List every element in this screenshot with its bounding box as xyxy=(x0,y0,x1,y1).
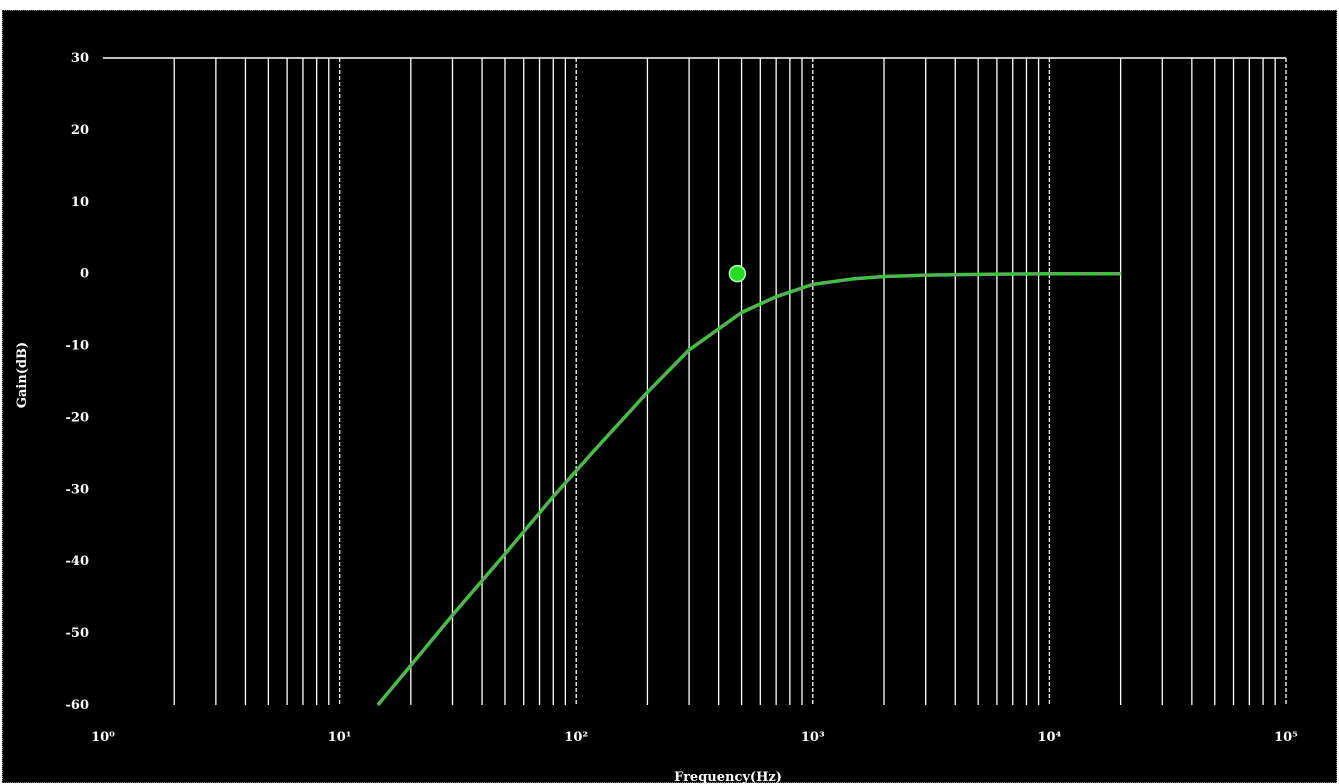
x-tick-label: 10⁰ xyxy=(91,730,115,745)
marker-layer xyxy=(728,264,747,283)
bode-gain-chart: 30 20 10 0 -10 -20 -30 -40 -50 -60 10⁰ 10¹ 10² 10³ 10⁴… xyxy=(15,51,1299,784)
x-tick-label: 10³ xyxy=(801,730,825,745)
y-tick-label: -20 xyxy=(66,410,90,425)
y-tick-label: 20 xyxy=(71,123,89,138)
y-tick-label: -50 xyxy=(66,626,90,641)
y-tick-label: -40 xyxy=(66,554,90,569)
x-tick-label: 10⁵ xyxy=(1274,730,1298,745)
x-tick-label: 10² xyxy=(564,730,588,745)
y-axis-title: Gain(dB) xyxy=(15,342,30,408)
series-layer xyxy=(376,271,1121,707)
y-tick-label: 10 xyxy=(71,195,89,210)
tick-labels: 30 20 10 0 -10 -20 -30 -40 -50 -60 10⁰ 10¹ 10² 10³ 10⁴… xyxy=(66,51,1299,745)
y-tick-label: -60 xyxy=(66,698,90,713)
x-tick-label: 10¹ xyxy=(328,730,352,745)
x-axis-title: Frequency(Hz) xyxy=(674,770,782,784)
grid-layer xyxy=(103,57,1287,705)
y-tick-label: -30 xyxy=(66,482,90,497)
series-dashed-overlay xyxy=(377,273,1121,706)
data-marker xyxy=(728,264,747,283)
y-tick-label: 0 xyxy=(80,267,89,282)
y-tick-label: -10 xyxy=(66,339,90,354)
chart-frame: 30 20 10 0 -10 -20 -30 -40 -50 -60 10⁰ 10¹ 10² 10³ 10⁴… xyxy=(2,10,1337,784)
series-line xyxy=(376,271,1121,707)
x-tick-label: 10⁴ xyxy=(1038,730,1062,745)
y-tick-label: 30 xyxy=(71,51,89,66)
